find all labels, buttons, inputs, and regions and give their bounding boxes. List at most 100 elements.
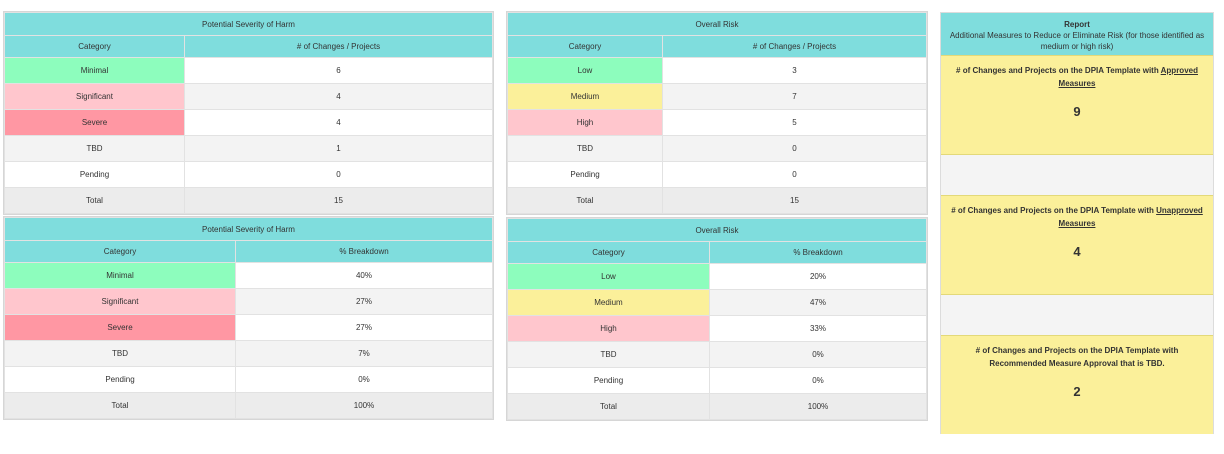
column-header-category: Category: [4, 35, 185, 58]
value-cell: 6: [184, 57, 493, 84]
card-text-part: # of Changes and Projects on the DPIA Te…: [975, 346, 1179, 368]
table-row: Minimal 40%: [4, 262, 493, 289]
table-row-total: Total 100%: [507, 393, 927, 420]
report-title: Report: [1064, 20, 1090, 29]
card-value: 2: [1073, 384, 1081, 399]
category-cell: TBD: [507, 341, 710, 368]
column-header-count: # of Changes / Projects: [184, 35, 493, 58]
table-row: High 33%: [507, 315, 927, 342]
column-header-percent: % Breakdown: [235, 240, 493, 263]
card-text-part: # of Changes and Projects on the DPIA Te…: [956, 66, 1161, 75]
value-cell: 0: [662, 135, 927, 162]
value-cell: 15: [662, 187, 927, 214]
category-cell: Low: [507, 263, 710, 290]
table-title: Overall Risk: [507, 12, 927, 36]
table-row: Pending 0%: [4, 366, 493, 393]
value-cell: 27%: [235, 288, 493, 315]
value-cell: 5: [662, 109, 927, 136]
value-cell: 3: [662, 57, 927, 84]
approved-measures-card: # of Changes and Projects on the DPIA Te…: [941, 55, 1213, 155]
card-text-underlined: Unapproved Measures: [1058, 206, 1203, 228]
table-title: Overall Risk: [507, 218, 927, 242]
value-cell: 100%: [709, 393, 927, 420]
table-row: TBD 1: [4, 135, 493, 162]
value-cell: 0%: [235, 366, 493, 393]
table-row: Low 3: [507, 57, 927, 84]
report-panel: Report Additional Measures to Reduce or …: [940, 12, 1214, 434]
category-cell: Pending: [507, 161, 663, 188]
category-cell: Minimal: [4, 57, 185, 84]
card-value: 4: [1073, 244, 1081, 259]
card-text: # of Changes and Projects on the DPIA Te…: [941, 336, 1213, 370]
value-cell: 7%: [235, 340, 493, 367]
category-cell: Pending: [4, 161, 185, 188]
table-row: High 5: [507, 109, 927, 136]
unapproved-measures-card: # of Changes and Projects on the DPIA Te…: [941, 195, 1213, 295]
category-cell: Severe: [4, 314, 236, 341]
value-cell: 20%: [709, 263, 927, 290]
category-cell: Minimal: [4, 262, 236, 289]
table-row: Medium 7: [507, 83, 927, 110]
value-cell: 4: [184, 83, 493, 110]
table-row: Significant 4: [4, 83, 493, 110]
table-row: TBD 0: [507, 135, 927, 162]
value-cell: 0: [662, 161, 927, 188]
severity-breakdown-table: Potential Severity of Harm Category % Br…: [3, 216, 494, 420]
category-cell: Total: [4, 187, 185, 214]
report-header: Report Additional Measures to Reduce or …: [941, 13, 1213, 55]
category-cell: Low: [507, 57, 663, 84]
risk-counts-table: Overall Risk Category # of Changes / Pro…: [506, 11, 928, 215]
category-cell: Significant: [4, 83, 185, 110]
tbd-measures-card: # of Changes and Projects on the DPIA Te…: [941, 335, 1213, 434]
column-header-category: Category: [507, 241, 710, 264]
value-cell: 7: [662, 83, 927, 110]
table-row: Low 20%: [507, 263, 927, 290]
category-cell: Total: [507, 393, 710, 420]
category-cell: Pending: [4, 366, 236, 393]
card-text-part: # of Changes and Projects on the DPIA Te…: [951, 206, 1157, 215]
card-text: # of Changes and Projects on the DPIA Te…: [941, 56, 1213, 90]
table-row: Severe 27%: [4, 314, 493, 341]
value-cell: 100%: [235, 392, 493, 419]
report-subtitle: Additional Measures to Reduce or Elimina…: [949, 31, 1205, 51]
table-row-total: Total 15: [4, 187, 493, 214]
table-title: Potential Severity of Harm: [4, 12, 493, 36]
category-cell: TBD: [507, 135, 663, 162]
column-header-percent: % Breakdown: [709, 241, 927, 264]
value-cell: 0%: [709, 341, 927, 368]
table-title: Potential Severity of Harm: [4, 217, 493, 241]
table-row: TBD 7%: [4, 340, 493, 367]
category-cell: TBD: [4, 340, 236, 367]
category-cell: High: [507, 315, 710, 342]
category-cell: Severe: [4, 109, 185, 136]
risk-breakdown-table: Overall Risk Category % Breakdown Low 20%…: [506, 217, 928, 421]
table-row: Pending 0%: [507, 367, 927, 394]
table-row: Minimal 6: [4, 57, 493, 84]
category-cell: High: [507, 109, 663, 136]
category-cell: Medium: [507, 289, 710, 316]
value-cell: 4: [184, 109, 493, 136]
value-cell: 47%: [709, 289, 927, 316]
value-cell: 1: [184, 135, 493, 162]
category-cell: Total: [4, 392, 236, 419]
table-row-total: Total 15: [507, 187, 927, 214]
card-text-underlined: Approved Measures: [1058, 66, 1198, 88]
table-row: Significant 27%: [4, 288, 493, 315]
category-cell: Total: [507, 187, 663, 214]
column-header-category: Category: [4, 240, 236, 263]
value-cell: 33%: [709, 315, 927, 342]
column-header-count: # of Changes / Projects: [662, 35, 927, 58]
table-row: Medium 47%: [507, 289, 927, 316]
category-cell: TBD: [4, 135, 185, 162]
table-row: TBD 0%: [507, 341, 927, 368]
value-cell: 0%: [709, 367, 927, 394]
column-header-category: Category: [507, 35, 663, 58]
table-row: Severe 4: [4, 109, 493, 136]
value-cell: 27%: [235, 314, 493, 341]
severity-counts-table: Potential Severity of Harm Category # of…: [3, 11, 494, 215]
category-cell: Medium: [507, 83, 663, 110]
value-cell: 40%: [235, 262, 493, 289]
table-row: Pending 0: [507, 161, 927, 188]
table-row: Pending 0: [4, 161, 493, 188]
table-row-total: Total 100%: [4, 392, 493, 419]
